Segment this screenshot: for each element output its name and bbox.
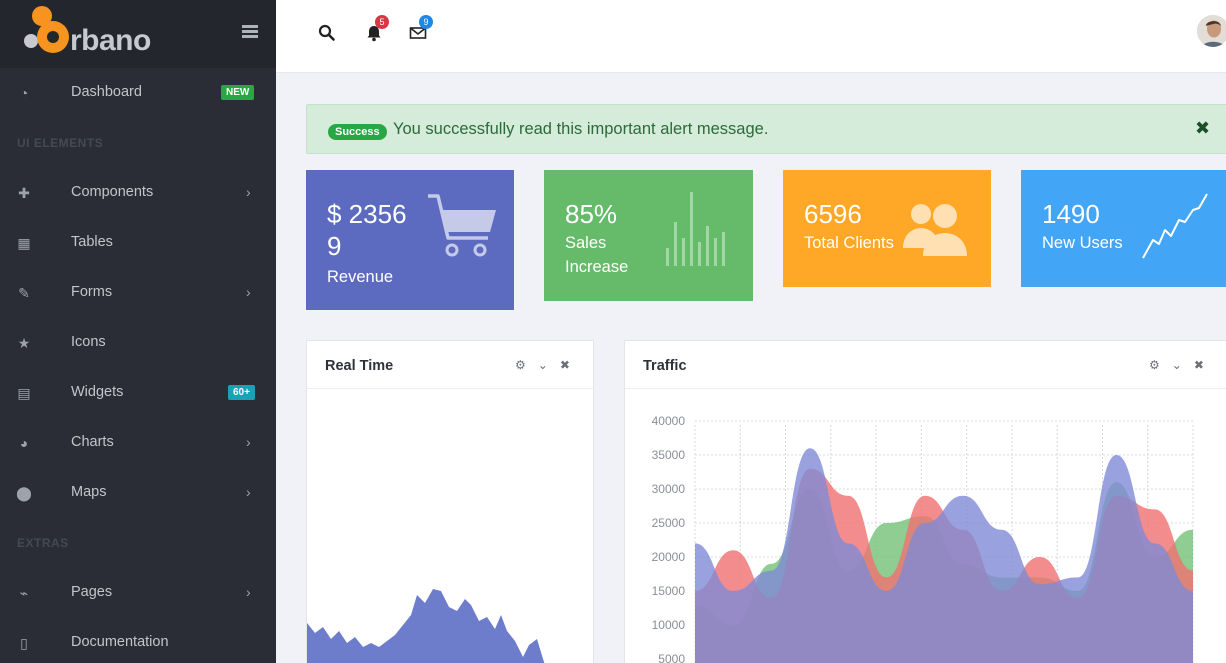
realtime-chart <box>307 589 545 663</box>
sidebar-item-components[interactable]: ✚ Components › <box>0 168 276 218</box>
panel-header: Real Time ⚙ ⌄ ✖ <box>307 341 593 389</box>
sales-value: 85% <box>565 199 618 229</box>
realtime-panel: Real Time ⚙ ⌄ ✖ <box>306 340 594 663</box>
chevron-right-icon: › <box>246 434 251 450</box>
envelope-icon[interactable]: 9 <box>409 15 433 44</box>
sidebar-item-pages[interactable]: ⌁ Pages › <box>0 568 276 618</box>
section-ui-elements: UI ELEMENTS <box>17 136 104 150</box>
y-tick-label: 35000 <box>652 448 686 462</box>
panel-title: Traffic <box>643 358 687 374</box>
sidebar-item-dashboard[interactable]: ◔ Dashboard NEW <box>0 68 276 118</box>
sales-card: 85% Sales Increase <box>544 170 753 301</box>
notification-count: 5 <box>375 15 389 29</box>
users-value: 1490 <box>1042 199 1100 229</box>
sidebar-item-label: Documentation <box>71 634 169 650</box>
sales-label: Sales Increase <box>565 234 629 276</box>
puzzle-icon: ✚ <box>18 185 30 201</box>
gear-icon[interactable]: ⚙ <box>1149 358 1160 372</box>
close-icon[interactable]: ✖ <box>1193 358 1204 372</box>
success-alert: Success You successfully read this impor… <box>306 104 1226 154</box>
sidebar-item-documentation[interactable]: ▯ Documentation <box>0 618 276 663</box>
sidebar-item-label: Pages <box>71 584 113 600</box>
sidebar: rbano ◔ Dashboard NEW UI ELEMENTS ✚ Comp… <box>0 0 276 663</box>
chevron-down-icon[interactable]: ⌄ <box>1171 358 1182 372</box>
sidebar-item-forms[interactable]: ✎ Forms › <box>0 268 276 318</box>
logo-bar: rbano <box>0 0 276 68</box>
users-card: 1490 New Users <box>1021 170 1226 287</box>
bar-chart-icon <box>666 192 725 266</box>
bell-icon[interactable]: 5 <box>365 15 389 44</box>
traffic-chart: 40000 35000 30000 25000 20000 15000 10000 5000 <box>652 414 1194 663</box>
panel-title: Real Time <box>325 358 394 374</box>
success-badge: Success <box>328 124 387 140</box>
dashboard-icon: ◔ <box>19 85 29 101</box>
star-icon: ★ <box>17 335 31 351</box>
revenue-label: Revenue <box>327 268 394 286</box>
sidebar-item-label: Components <box>71 184 154 200</box>
sidebar-item-icons[interactable]: ★ Icons <box>0 318 276 368</box>
chevron-right-icon: › <box>246 484 251 500</box>
sidebar-item-label: Widgets <box>71 384 124 400</box>
clients-card: 6596 Total Clients <box>783 170 991 287</box>
sidebar-item-label: Dashboard <box>71 84 142 100</box>
pie-chart-icon: ◕ <box>19 435 29 451</box>
sidebar-item-charts[interactable]: ◕ Charts › <box>0 418 276 468</box>
sidebar-item-label: Charts <box>71 434 114 450</box>
y-tick-label: 5000 <box>658 652 685 663</box>
users-label: New Users <box>1042 234 1123 252</box>
panel-header: Traffic ⚙ ⌄ ✖ <box>625 341 1226 389</box>
new-badge: NEW <box>221 85 255 100</box>
gear-icon[interactable]: ⚙ <box>515 358 526 372</box>
brand-name: rbano <box>70 24 151 57</box>
sidebar-item-maps[interactable]: ⬤ Maps › <box>0 468 276 518</box>
map-marker-icon: ⬤ <box>16 485 32 501</box>
topbar: 5 9 <box>276 0 1226 73</box>
sidebar-item-label: Icons <box>71 334 106 350</box>
paperclip-icon: ⌁ <box>19 585 29 601</box>
traffic-panel: Traffic ⚙ ⌄ ✖ 40000 35000 30000 25000 20000 150… <box>624 340 1226 663</box>
sidebar-item-label: Tables <box>71 234 113 250</box>
trend-line-icon <box>1142 193 1208 259</box>
y-tick-label: 20000 <box>652 550 686 564</box>
count-badge: 60+ <box>228 385 255 400</box>
y-tick-label: 30000 <box>652 482 686 496</box>
chevron-right-icon: › <box>246 584 251 600</box>
y-tick-label: 25000 <box>652 516 686 530</box>
sidebar-item-label: Forms <box>71 284 113 300</box>
y-tick-label: 15000 <box>652 584 686 598</box>
search-icon[interactable] <box>318 24 338 44</box>
y-tick-label: 40000 <box>652 414 686 428</box>
edit-icon: ✎ <box>18 285 30 301</box>
chevron-down-icon[interactable]: ⌄ <box>537 358 548 372</box>
sidebar-item-tables[interactable]: ▦ Tables <box>0 218 276 268</box>
users-icon <box>903 204 967 256</box>
section-extras: EXTRAS <box>17 536 69 550</box>
table-icon: ▦ <box>17 235 31 251</box>
panel-tools: ⚙ ⌄ ✖ <box>503 358 570 372</box>
revenue-value: $ 2356 9 <box>327 199 407 261</box>
clients-value: 6596 <box>804 199 862 229</box>
document-icon: ▯ <box>20 635 28 651</box>
area-series <box>695 448 1193 663</box>
alert-message: You successfully read this important ale… <box>393 120 769 138</box>
sidebar-item-label: Maps <box>71 484 107 500</box>
message-count: 9 <box>419 15 433 29</box>
sidebar-item-widgets[interactable]: ▤ Widgets 60+ <box>0 368 276 418</box>
chevron-right-icon: › <box>246 284 251 300</box>
avatar[interactable] <box>1197 15 1226 47</box>
menu-toggle-icon[interactable] <box>242 25 258 39</box>
revenue-card: $ 2356 9 Revenue <box>306 170 514 310</box>
panel-tools: ⚙ ⌄ ✖ <box>1137 358 1204 372</box>
logo-icon <box>24 6 69 53</box>
clients-label: Total Clients <box>804 234 894 252</box>
calculator-icon: ▤ <box>17 385 31 401</box>
chevron-right-icon: › <box>246 184 251 200</box>
y-tick-label: 10000 <box>652 618 686 632</box>
shopping-cart-icon <box>428 194 496 257</box>
close-icon[interactable]: ✖ <box>1195 118 1211 138</box>
close-icon[interactable]: ✖ <box>559 358 570 372</box>
